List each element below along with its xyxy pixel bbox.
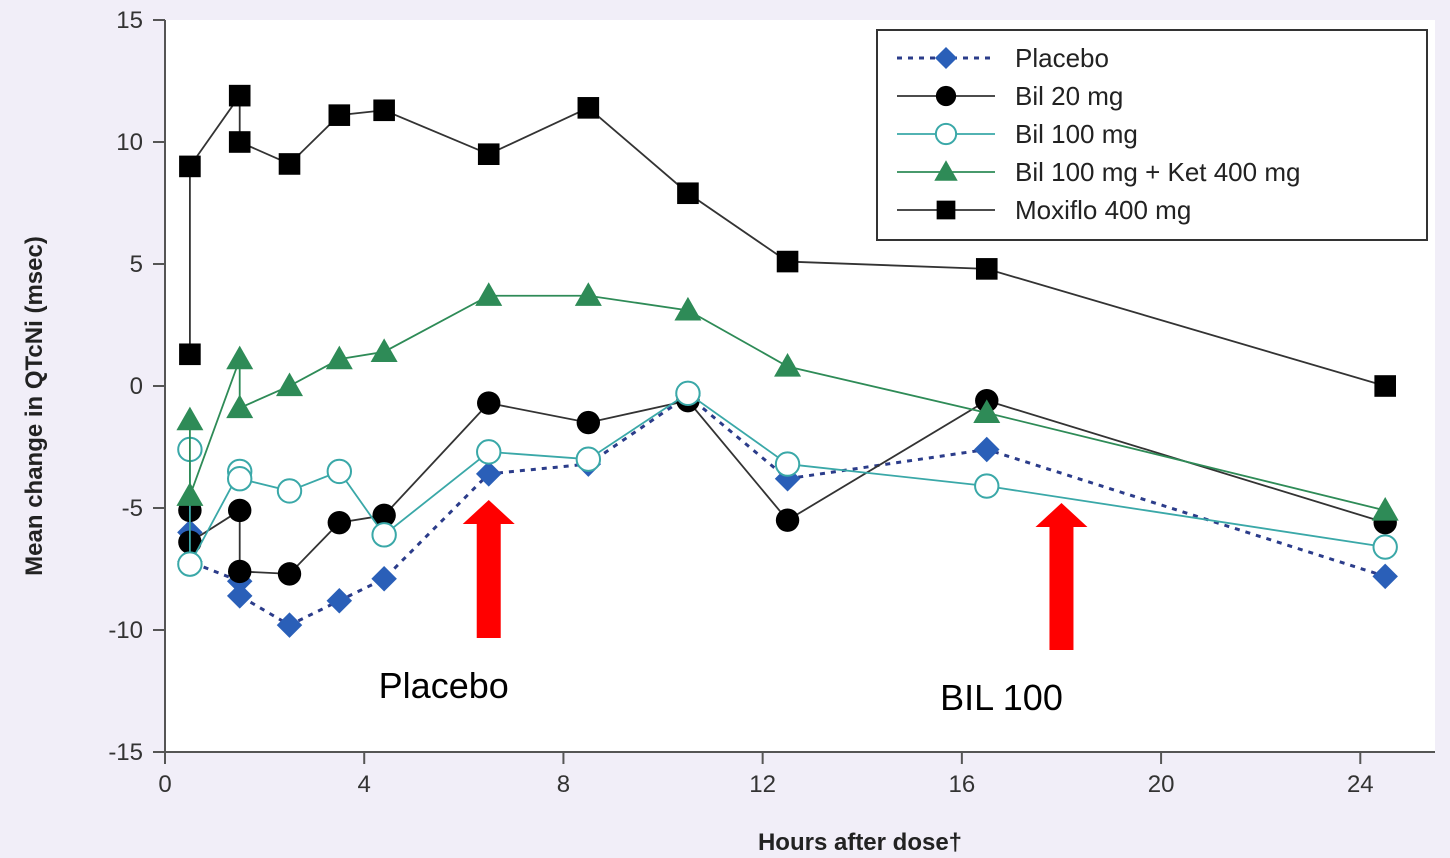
series-layer	[176, 84, 1399, 638]
data-point	[277, 562, 302, 586]
y-tick-label: 5	[130, 251, 143, 278]
data-point	[1374, 375, 1396, 397]
data-point	[372, 503, 396, 528]
series-bil-100-mg-ket-400-mg	[176, 282, 1399, 521]
series-bil-100-mg	[177, 380, 1398, 577]
annotation-label: Placebo	[379, 665, 509, 706]
data-point	[776, 250, 799, 273]
data-point	[677, 182, 699, 205]
data-point	[574, 282, 602, 306]
data-point	[575, 446, 602, 472]
data-point	[227, 466, 253, 492]
legend-entry: Bil 100 mg + Ket 400 mg	[897, 157, 1300, 187]
data-point	[476, 439, 502, 465]
data-point	[371, 566, 397, 592]
data-point	[226, 583, 253, 609]
y-axis-title: Mean change in QTcNi (msec)	[21, 236, 48, 576]
legend-entry: Moxiflo 400 mg	[897, 195, 1191, 225]
data-point	[326, 458, 353, 485]
x-tick-label: 4	[358, 771, 371, 798]
y-tick-label: -10	[108, 617, 143, 644]
annotation-placebo: Placebo	[379, 500, 515, 706]
annotation-label: BIL 100	[940, 677, 1063, 718]
data-point	[475, 282, 503, 306]
annotations: Placebo BIL 100	[379, 500, 1088, 718]
y-tick-label: 15	[116, 7, 143, 34]
data-point	[278, 153, 301, 175]
data-point	[373, 99, 395, 122]
y-tick-label: 10	[116, 129, 143, 156]
legend-marker	[935, 85, 957, 107]
data-point	[1371, 496, 1399, 521]
data-point	[675, 380, 701, 407]
legend-marker	[934, 122, 958, 146]
legend-label: Bil 100 mg	[1015, 119, 1138, 149]
legend-entry: Placebo	[897, 43, 1109, 73]
x-tick-label: 16	[949, 771, 976, 798]
legend: Placebo Bil 20 mg Bil 100 mg Bil 100 mg + K…	[876, 29, 1428, 241]
data-point	[276, 478, 303, 504]
data-point	[577, 97, 600, 119]
x-tick-label: 12	[749, 771, 776, 798]
data-point	[477, 143, 500, 165]
data-point	[228, 559, 252, 584]
data-point	[228, 498, 252, 523]
legend-entry: Bil 100 mg	[897, 119, 1138, 149]
y-tick-label: 0	[130, 373, 143, 400]
data-point	[179, 343, 201, 366]
data-point	[326, 587, 353, 614]
data-point	[674, 296, 702, 321]
data-point	[226, 345, 254, 370]
data-point	[226, 394, 254, 419]
axes: 15 10 5 0 -5 -10 -15 0 4 8 12 16 20 24 Hours after dos…	[21, 7, 1435, 856]
data-point	[973, 399, 1001, 423]
legend-label: Bil 20 mg	[1015, 81, 1123, 111]
data-point	[327, 510, 352, 535]
data-point	[370, 338, 398, 362]
data-point	[179, 155, 201, 178]
x-tick-label: 0	[158, 771, 171, 798]
data-point	[371, 522, 397, 548]
legend-entry: Bil 20 mg	[897, 81, 1123, 111]
legend-marker	[934, 160, 958, 181]
x-tick-label: 8	[557, 771, 570, 798]
data-point	[477, 391, 501, 415]
legend-label: Bil 100 mg + Ket 400 mg	[1015, 157, 1300, 187]
data-point	[974, 473, 1000, 499]
data-point	[974, 436, 1000, 463]
y-tick-label: -5	[122, 495, 143, 522]
arrow-up-icon	[462, 500, 515, 638]
annotation-bil-100: BIL 100	[940, 503, 1088, 718]
legend-label: Moxiflo 400 mg	[1015, 195, 1191, 225]
legend-box	[876, 29, 1428, 241]
data-point	[276, 372, 304, 397]
x-tick-label: 20	[1148, 771, 1175, 798]
data-point	[774, 451, 801, 477]
data-point	[1372, 563, 1398, 590]
data-point	[775, 508, 800, 532]
x-tick-label: 24	[1347, 771, 1374, 798]
legend-marker	[934, 46, 958, 70]
data-point	[276, 612, 303, 638]
arrow-up-icon	[1035, 503, 1088, 650]
data-point	[228, 131, 251, 153]
series-moxiflo-400-mg	[179, 84, 1396, 397]
x-axis-title: Hours after dose†	[758, 829, 962, 856]
legend-label: Placebo	[1015, 43, 1109, 73]
data-point	[475, 461, 502, 487]
data-point	[1372, 534, 1398, 560]
data-point	[975, 258, 998, 280]
data-point	[228, 84, 251, 107]
data-point	[576, 410, 601, 435]
data-point	[177, 551, 203, 577]
data-point	[774, 352, 802, 377]
y-tick-label: -15	[108, 739, 143, 766]
data-point	[325, 345, 353, 370]
data-point	[176, 482, 204, 506]
data-point	[176, 406, 204, 431]
legend-marker	[936, 200, 956, 220]
data-point	[328, 104, 351, 126]
